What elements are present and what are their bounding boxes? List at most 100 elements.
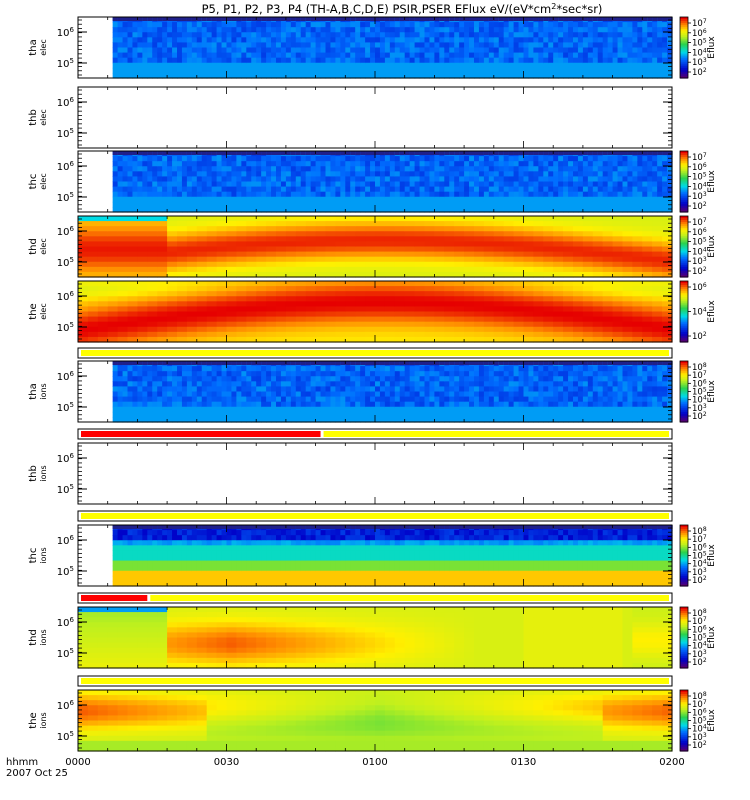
- spectrogram-cell: [563, 236, 574, 243]
- spectrogram-cell: [355, 326, 366, 333]
- spectrogram-cell: [216, 166, 223, 172]
- spectrogram-cell: [375, 161, 381, 167]
- spectrogram-cell: [290, 176, 297, 183]
- spectrogram-cell: [117, 416, 124, 423]
- spectrogram-cell: [384, 236, 396, 243]
- spectrogram-cell: [320, 181, 327, 188]
- spectrogram-cell: [627, 47, 633, 54]
- spectrogram-cell: [414, 206, 421, 213]
- spectrogram-cell: [533, 306, 544, 313]
- spectrogram-cell: [320, 161, 327, 167]
- spectrogram-cell: [652, 37, 658, 44]
- spectrogram-cell: [196, 246, 208, 253]
- spectrogram-image: [112, 361, 673, 423]
- spectrogram-cell: [553, 221, 564, 227]
- spectrogram-cell: [122, 27, 129, 33]
- spectrogram-cell: [394, 261, 406, 268]
- spectrogram-cell: [454, 336, 465, 343]
- spectrogram-cell: [503, 231, 515, 237]
- spectrogram-cell: [558, 32, 564, 38]
- spectrogram-cell: [602, 311, 614, 318]
- spectrogram-cell: [602, 27, 609, 33]
- spectrogram-cell: [256, 246, 267, 253]
- spectrogram-cell: [122, 47, 129, 54]
- spectrogram-cell: [355, 201, 361, 208]
- spectrogram-cell: [117, 261, 129, 268]
- spectrogram-cell: [558, 52, 564, 59]
- spectrogram-cell: [642, 42, 648, 49]
- spectrogram-cell: [577, 201, 584, 208]
- spectrogram-cell: [493, 321, 505, 328]
- spectrogram-cell: [607, 156, 614, 162]
- colorbar-swatch: [680, 209, 688, 213]
- spectrogram-cell: [375, 326, 386, 333]
- spectrogram-cell: [563, 176, 569, 183]
- spectrogram-cell: [266, 261, 277, 268]
- spectrogram-cell: [469, 42, 475, 49]
- spectrogram-cell: [439, 42, 445, 49]
- spectrogram-cell: [503, 301, 515, 308]
- spectrogram-cell: [300, 67, 307, 74]
- spectrogram-cell: [177, 301, 188, 308]
- spectrogram-cell: [394, 166, 401, 172]
- spectrogram-cell: [389, 27, 396, 33]
- spectrogram-cell: [350, 171, 356, 178]
- spectrogram-cell: [582, 72, 589, 79]
- spectrogram-cell: [454, 256, 465, 263]
- colorbar-swatch: [680, 325, 688, 329]
- spectrogram-cell: [216, 176, 223, 183]
- spectrogram-cell: [87, 221, 99, 227]
- spectrogram-cell: [642, 216, 653, 222]
- spectrogram-cell: [493, 241, 505, 248]
- spectrogram-cell: [167, 256, 178, 263]
- spectrogram-cell: [592, 156, 599, 162]
- spectrogram-cell: [335, 246, 346, 253]
- spectrogram-cell: [523, 326, 534, 333]
- spectrogram-cell: [157, 231, 168, 237]
- spectrogram-cell: [335, 62, 341, 69]
- spectrogram-top-noise: [429, 151, 435, 155]
- spectrogram-cell: [508, 22, 515, 28]
- spectrogram-cell: [662, 42, 668, 49]
- spectrogram-cell: [483, 246, 495, 253]
- spectrogram-top-noise: [226, 17, 233, 21]
- spectrogram-cell: [152, 57, 158, 64]
- spectrogram-cell: [241, 52, 247, 59]
- spectrogram-cell: [315, 251, 327, 258]
- spectrogram-top-noise: [152, 17, 158, 21]
- spectrogram-cell: [404, 72, 411, 79]
- spectrogram-cell: [211, 191, 218, 198]
- spectrogram-cell: [256, 256, 267, 263]
- spectrogram-top-noise: [305, 151, 312, 155]
- spectrogram-cell: [409, 27, 416, 33]
- spectrogram-cell: [582, 286, 594, 292]
- spectrogram-cell: [167, 306, 178, 313]
- colorbar-swatch: [680, 179, 688, 183]
- spectrogram-cell: [137, 311, 148, 318]
- spectrogram-cell: [617, 62, 624, 69]
- spectrogram-cell: [236, 281, 247, 287]
- spectrogram-cell: [533, 156, 539, 162]
- spectrogram-cell: [345, 321, 356, 328]
- spectrogram-cell: [157, 206, 163, 213]
- spectrogram-cell: [186, 67, 193, 74]
- spectrogram-cell: [137, 321, 148, 328]
- spectrogram-cell: [186, 62, 193, 69]
- spectrogram-cell: [573, 176, 579, 183]
- spectrogram-cell: [523, 296, 534, 302]
- spectrogram-cell: [325, 62, 332, 69]
- spectrogram-top-noise: [459, 17, 465, 21]
- spectrogram-cell: [127, 266, 138, 273]
- spectrogram-cell: [201, 196, 208, 203]
- spectrogram-cell: [543, 206, 549, 213]
- spectrogram-cell: [172, 37, 178, 44]
- spectrogram-cell: [117, 306, 129, 313]
- spectrogram-cell: [196, 321, 208, 328]
- spectrogram-cell: [582, 22, 589, 28]
- spectrogram-cell: [662, 301, 673, 308]
- spectrogram-cell: [424, 37, 431, 44]
- spectrogram-cell: [271, 176, 277, 183]
- spectrogram-cell: [330, 156, 336, 162]
- spectrogram-cell: [513, 181, 520, 188]
- spectrogram-cell: [573, 296, 584, 302]
